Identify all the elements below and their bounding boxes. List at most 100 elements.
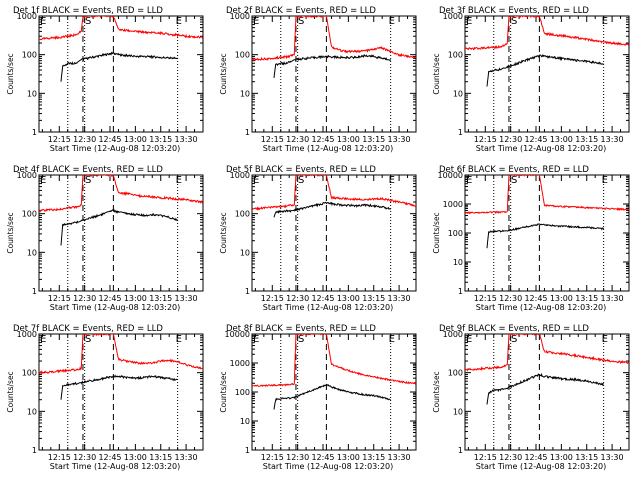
x-tick-label: 13:30 bbox=[175, 294, 198, 303]
x-tick-label: 12:30 bbox=[286, 294, 309, 303]
panel-title: Det 5f BLACK = Events, RED = LLD bbox=[226, 165, 376, 175]
panel-title: Det 2f BLACK = Events, RED = LLD bbox=[226, 6, 376, 16]
detector-panel-6: Det 6f BLACK = Events, RED = LLD 1 10 100 10… bbox=[432, 165, 630, 312]
marker-label-s: S bbox=[85, 16, 91, 27]
x-tick-label: 12:30 bbox=[286, 453, 309, 462]
y-tick-label: 1 bbox=[245, 287, 250, 296]
x-axis-label: Start Time (12-Aug-08 12:03:20) bbox=[50, 144, 181, 153]
marker-label-start: E bbox=[466, 16, 472, 27]
plot-frame bbox=[251, 15, 417, 133]
y-tick-label: 10000 bbox=[225, 330, 250, 339]
panel-title: Det 8f BLACK = Events, RED = LLD bbox=[226, 324, 376, 334]
y-tick-label: 10 bbox=[453, 407, 463, 416]
x-axis-label: Start Time (12-Aug-08 12:03:20) bbox=[263, 303, 394, 312]
plot-frame bbox=[251, 333, 417, 451]
x-tick-label: 12:30 bbox=[499, 135, 522, 144]
events-series-line bbox=[273, 383, 391, 410]
plot-frame bbox=[251, 174, 417, 292]
lld-series-line bbox=[465, 334, 629, 372]
y-axis-label: Counts/sec bbox=[432, 371, 441, 412]
marker-label-start: E bbox=[466, 175, 472, 186]
x-tick-label: 12:15 bbox=[474, 294, 497, 303]
events-series-line bbox=[60, 51, 178, 82]
marker-label-start: E bbox=[40, 334, 46, 345]
x-tick-label: 13:15 bbox=[575, 453, 598, 462]
y-axis-label: Counts/sec bbox=[219, 53, 228, 94]
x-tick-label: 12:30 bbox=[499, 453, 522, 462]
y-tick-label: 1000 bbox=[17, 330, 37, 339]
lld-series-line bbox=[465, 175, 629, 215]
x-axis-label: Start Time (12-Aug-08 12:03:20) bbox=[263, 462, 394, 471]
events-series-line bbox=[486, 372, 605, 405]
marker-label-end: E bbox=[602, 175, 608, 186]
detector-panel-8: Det 8f BLACK = Events, RED = LLD 1 10 100 10… bbox=[219, 324, 417, 471]
events-series-line bbox=[273, 201, 391, 218]
x-tick-label: 13:00 bbox=[124, 453, 147, 462]
x-tick-label: 12:45 bbox=[311, 294, 334, 303]
lld-series-line bbox=[465, 16, 629, 51]
plot-frame bbox=[464, 15, 630, 133]
y-tick-label: 1 bbox=[245, 446, 250, 455]
x-tick-label: 13:30 bbox=[601, 453, 624, 462]
events-series-line bbox=[60, 374, 178, 400]
x-tick-label: 12:45 bbox=[524, 294, 547, 303]
detector-panel-5: Det 5f BLACK = Events, RED = LLD 1 10 100 10… bbox=[219, 165, 417, 312]
x-tick-label: 12:15 bbox=[48, 135, 71, 144]
x-axis-label: Start Time (12-Aug-08 12:03:20) bbox=[50, 303, 181, 312]
y-tick-label: 100 bbox=[235, 210, 250, 219]
x-tick-label: 13:00 bbox=[550, 135, 573, 144]
y-tick-label: 1 bbox=[458, 128, 463, 137]
x-axis-label: Start Time (12-Aug-08 12:03:20) bbox=[263, 144, 394, 153]
events-series-line bbox=[486, 223, 605, 249]
y-axis-label: Counts/sec bbox=[432, 53, 441, 94]
x-tick-label: 13:00 bbox=[550, 453, 573, 462]
events-series-line bbox=[60, 208, 178, 246]
x-tick-label: 12:15 bbox=[261, 453, 284, 462]
y-tick-label: 10 bbox=[453, 89, 463, 98]
y-axis-label: Counts/sec bbox=[6, 212, 15, 253]
y-tick-label: 1000 bbox=[17, 12, 37, 21]
marker-label-s: S bbox=[511, 175, 517, 186]
y-tick-label: 100 bbox=[22, 369, 37, 378]
marker-label-s: S bbox=[298, 334, 304, 345]
events-series-line bbox=[486, 54, 604, 87]
x-tick-label: 12:45 bbox=[98, 135, 121, 144]
y-tick-label: 10 bbox=[27, 89, 37, 98]
y-axis-label: Counts/sec bbox=[6, 53, 15, 94]
lld-series-line bbox=[39, 334, 203, 376]
marker-label-end: E bbox=[389, 334, 395, 345]
marker-label-start: E bbox=[40, 16, 46, 27]
y-tick-label: 100 bbox=[22, 51, 37, 60]
y-tick-label: 1 bbox=[32, 446, 37, 455]
panel-title: Det 3f BLACK = Events, RED = LLD bbox=[439, 6, 589, 16]
x-tick-label: 13:15 bbox=[362, 294, 385, 303]
y-tick-label: 1 bbox=[458, 446, 463, 455]
lld-series-line bbox=[39, 175, 203, 213]
marker-label-s: S bbox=[298, 175, 304, 186]
plot-frame bbox=[464, 333, 630, 451]
x-tick-label: 13:15 bbox=[149, 453, 172, 462]
x-tick-label: 12:15 bbox=[48, 453, 71, 462]
y-tick-label: 1000 bbox=[230, 12, 250, 21]
y-tick-label: 100 bbox=[22, 210, 37, 219]
x-tick-label: 12:15 bbox=[48, 294, 71, 303]
panel-title: Det 9f BLACK = Events, RED = LLD bbox=[439, 324, 589, 334]
x-tick-label: 13:15 bbox=[149, 294, 172, 303]
y-tick-label: 100 bbox=[235, 51, 250, 60]
x-tick-label: 13:30 bbox=[388, 135, 411, 144]
x-tick-label: 13:00 bbox=[337, 294, 360, 303]
y-tick-label: 1 bbox=[245, 128, 250, 137]
panel-title: Det 6f BLACK = Events, RED = LLD bbox=[439, 165, 589, 175]
y-tick-label: 1 bbox=[32, 128, 37, 137]
y-tick-label: 1 bbox=[32, 287, 37, 296]
x-tick-label: 13:30 bbox=[601, 135, 624, 144]
marker-label-end: E bbox=[176, 334, 182, 345]
x-tick-label: 13:00 bbox=[337, 135, 360, 144]
x-tick-label: 12:45 bbox=[524, 135, 547, 144]
x-tick-label: 13:00 bbox=[124, 135, 147, 144]
panel-title: Det 7f BLACK = Events, RED = LLD bbox=[13, 324, 163, 334]
panel-title: Det 1f BLACK = Events, RED = LLD bbox=[13, 6, 163, 16]
x-tick-label: 12:15 bbox=[261, 294, 284, 303]
x-axis-label: Start Time (12-Aug-08 12:03:20) bbox=[50, 462, 181, 471]
y-tick-label: 1000 bbox=[17, 171, 37, 180]
